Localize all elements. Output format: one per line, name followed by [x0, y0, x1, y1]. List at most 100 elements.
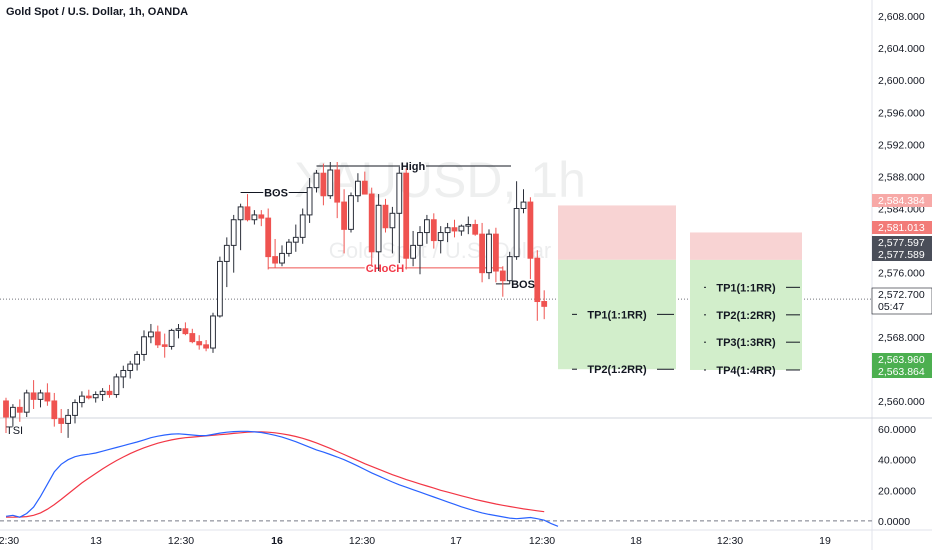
- time-tick: 12:30: [717, 535, 743, 547]
- tp-label-1-2: TP2(1:2RR): [587, 364, 647, 376]
- candle-body: [175, 328, 182, 331]
- position-tools[interactable]: TP1(1:1RR) TP2(1:2RR) TP1(1:1RR) TP2(1:2RR)…: [558, 205, 802, 377]
- candle-body: [23, 392, 30, 413]
- candle-body: [134, 353, 140, 365]
- candle-body: [203, 344, 209, 349]
- stop-zone-1: [558, 205, 676, 260]
- candle-body: [148, 331, 154, 338]
- candle-body: [223, 244, 230, 262]
- candle-body: [513, 208, 520, 258]
- price-tick: 2,596.000: [878, 107, 925, 119]
- candle-body: [141, 336, 147, 355]
- candle-body: [99, 390, 106, 396]
- tsi-line: [5, 430, 559, 527]
- choch-label: CHoCH: [366, 263, 405, 275]
- candle-body: [472, 224, 479, 235]
- candle-body: [527, 201, 534, 259]
- candle-body: [258, 214, 265, 219]
- time-tick: 12:30: [349, 535, 375, 547]
- annotations[interactable]: High BOS CHoCH BOS: [240, 159, 535, 291]
- price-label-bg: [872, 248, 932, 261]
- price-label-text: 2,584.384: [878, 195, 925, 207]
- price-label-text: 2,577.589: [878, 249, 925, 261]
- candle-body: [499, 270, 506, 282]
- candle-body: [292, 236, 299, 243]
- candle-body: [217, 260, 223, 317]
- candle-body: [85, 395, 92, 399]
- candle-body: [113, 376, 120, 396]
- candle-body: [299, 214, 306, 238]
- candle-body: [182, 328, 189, 335]
- price-label-bg: [871, 287, 932, 315]
- candle-body: [244, 206, 251, 221]
- price-label-text: 2,572.700: [878, 289, 925, 301]
- bos-label-upper: BOS: [264, 187, 288, 199]
- price-label-text: 2,581.013: [878, 222, 925, 234]
- candle-body: [161, 344, 168, 347]
- price-label-bg: [872, 236, 932, 249]
- candle-body: [361, 180, 368, 195]
- tsi-tick: 40.0000: [878, 455, 916, 467]
- candle-body: [79, 395, 85, 404]
- candle-body: [237, 206, 244, 221]
- tp-label-2-1: TP1(1:1RR): [716, 282, 776, 294]
- candle-body: [375, 204, 382, 253]
- target-zone-1: [558, 259, 676, 370]
- candle-body: [534, 257, 541, 303]
- tsi-signal-line: [6, 431, 545, 518]
- candle-body: [65, 414, 71, 424]
- candle-body: [51, 400, 58, 420]
- candle-body: [306, 187, 313, 216]
- price-tick: 2,592.000: [878, 139, 925, 151]
- candle-body: [210, 315, 216, 349]
- price-tick: 2,604.000: [878, 43, 925, 55]
- candle-body: [3, 400, 9, 418]
- candle-body: [154, 331, 161, 346]
- candle-body: [410, 244, 417, 259]
- candle-body: [355, 180, 361, 197]
- chart-title[interactable]: Gold Spot / U.S. Dollar, 1h, OANDA: [6, 6, 189, 18]
- tp-label-1-1: TP1(1:1RR): [587, 309, 647, 321]
- price-tick: 2,608.000: [878, 11, 925, 23]
- candle-body: [348, 195, 354, 230]
- candle-body: [382, 204, 389, 229]
- price-label-text: 2,577.597: [878, 237, 925, 249]
- candle-body: [444, 227, 451, 234]
- watermark-symbol: XAUUSD, 1h: [294, 152, 586, 208]
- candle-body: [327, 169, 334, 197]
- tp-label-2-4: TP4(1:4RR): [716, 365, 776, 377]
- candle-body: [493, 233, 499, 272]
- candle-body: [389, 212, 396, 229]
- candle-body: [486, 233, 492, 274]
- candle-body: [313, 172, 320, 189]
- price-label-bg: [872, 365, 932, 378]
- candle-body: [272, 256, 279, 264]
- tsi-tick: 60.0000: [878, 424, 916, 436]
- candle-body: [168, 329, 175, 347]
- candle-body: [44, 392, 51, 402]
- high-label: High: [401, 161, 426, 173]
- tsi-indicator-label[interactable]: TSI: [6, 425, 24, 437]
- bos-label-lower: BOS: [511, 279, 535, 291]
- tsi-tick: 20.0000: [878, 485, 916, 497]
- price-label-bg: [872, 194, 932, 207]
- price-tick: 2,560.000: [878, 396, 925, 408]
- candle-body: [286, 241, 292, 254]
- candle-body: [341, 201, 348, 230]
- price-label-text: 2,563.960: [878, 354, 925, 366]
- candles: [3, 161, 548, 438]
- price-tick: 2,576.000: [878, 268, 925, 280]
- time-tick: 12:30: [529, 535, 555, 547]
- price-label-countdown: 05:47: [878, 301, 904, 313]
- candle-body: [37, 392, 44, 400]
- candle-body: [72, 402, 78, 416]
- stop-zone-2: [690, 232, 802, 260]
- candle-body: [16, 406, 23, 413]
- candle-body: [120, 369, 127, 378]
- tsi-tick: 0.0000: [878, 516, 910, 528]
- candle-body: [334, 169, 341, 203]
